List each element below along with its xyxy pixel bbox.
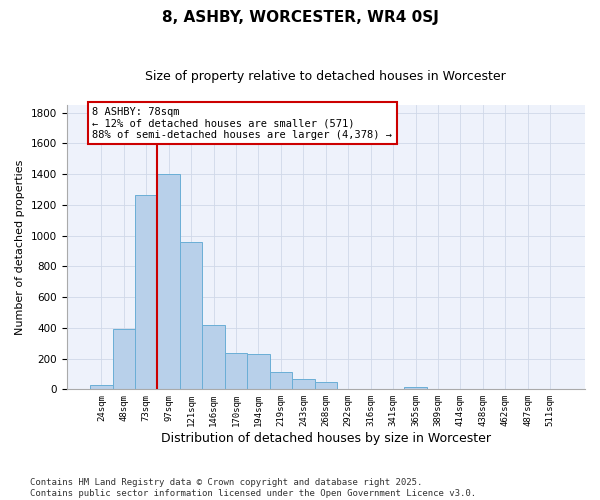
Bar [269, 372, 292, 390]
Bar [225, 353, 247, 390]
Bar [113, 328, 135, 390]
Bar [202, 325, 225, 390]
X-axis label: Distribution of detached houses by size in Worcester: Distribution of detached houses by size … [161, 432, 491, 445]
Title: Size of property relative to detached houses in Worcester: Size of property relative to detached ho… [145, 70, 506, 83]
Bar [135, 195, 157, 390]
Bar [90, 386, 113, 390]
Bar [157, 174, 180, 390]
Bar [180, 242, 202, 390]
Y-axis label: Number of detached properties: Number of detached properties [15, 160, 25, 335]
Bar [292, 378, 314, 390]
Text: 8, ASHBY, WORCESTER, WR4 0SJ: 8, ASHBY, WORCESTER, WR4 0SJ [161, 10, 439, 25]
Bar [314, 382, 337, 390]
Bar [247, 354, 269, 390]
Text: Contains HM Land Registry data © Crown copyright and database right 2025.
Contai: Contains HM Land Registry data © Crown c… [30, 478, 476, 498]
Text: 8 ASHBY: 78sqm
← 12% of detached houses are smaller (571)
88% of semi-detached h: 8 ASHBY: 78sqm ← 12% of detached houses … [92, 106, 392, 140]
Bar [404, 386, 427, 390]
